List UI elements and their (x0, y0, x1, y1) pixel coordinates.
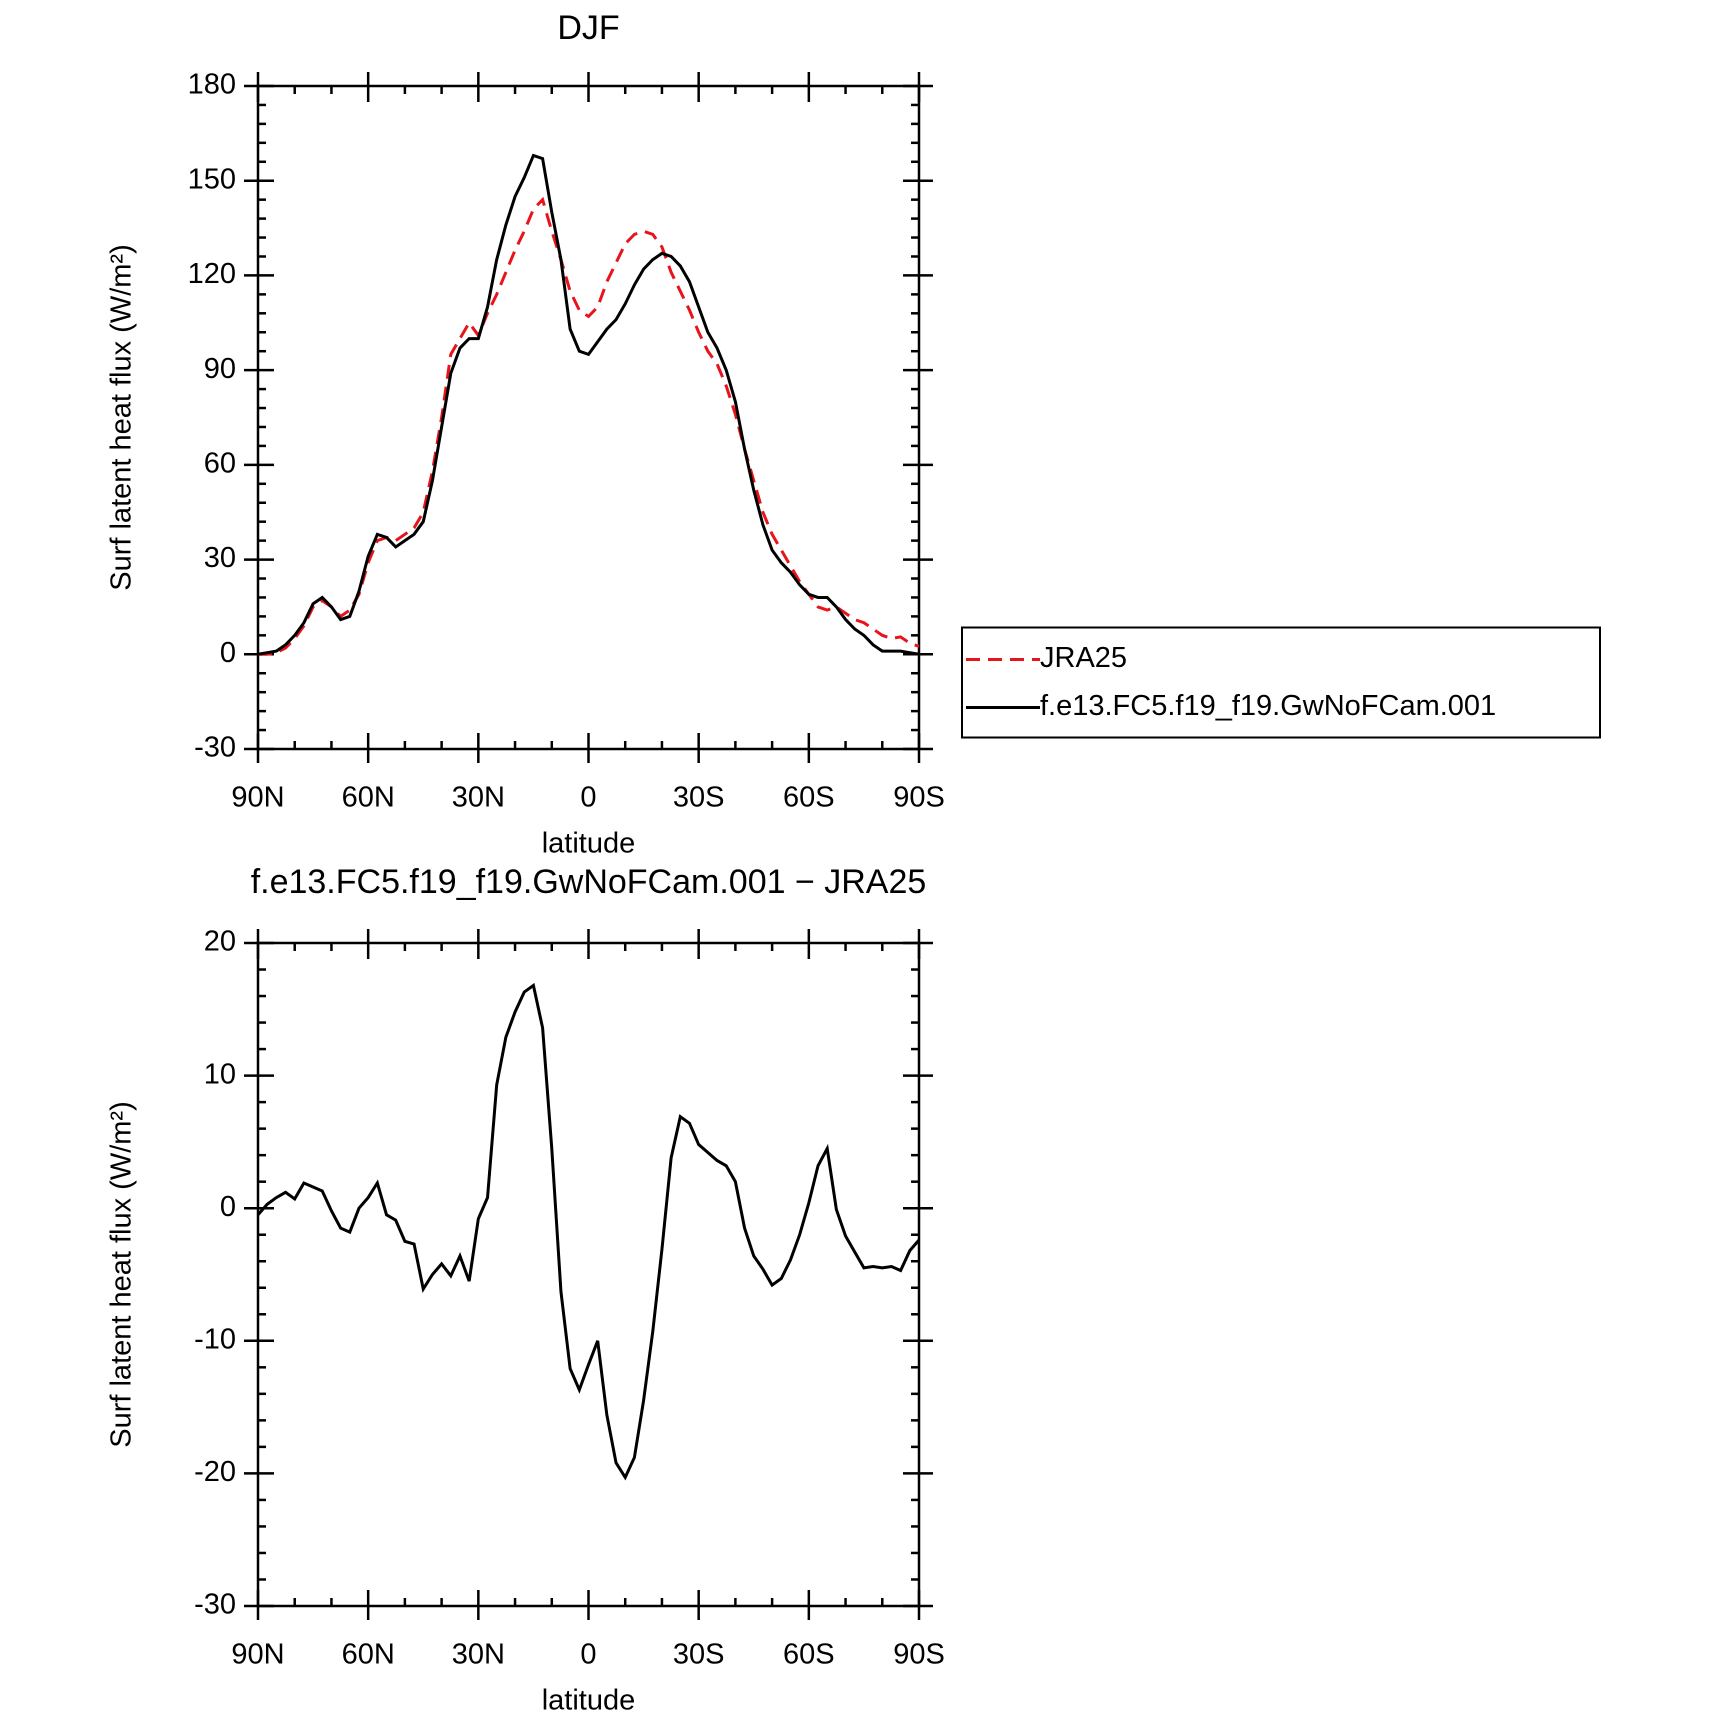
x-tick-label: 30N (452, 782, 505, 814)
y-tick-label: -30 (194, 732, 236, 764)
x-tick-label: 90S (893, 782, 945, 814)
x-tick-label: 0 (580, 782, 596, 814)
y-tick-label: 60 (204, 448, 236, 480)
x-tick-label: 90S (893, 1639, 945, 1671)
y-axis-label: Surf latent heat flux (W/m²) (106, 1101, 138, 1448)
y-axis-label: Surf latent heat flux (W/m²) (106, 244, 138, 591)
panel: DJF -30 0 30 60 90 120 150 180 90N 60N 30N 0 30S 60S 90… (106, 9, 1601, 860)
legend-box (961, 626, 1601, 739)
y-tick-label: 180 (188, 69, 236, 101)
plot-frame (256, 84, 921, 751)
data-line (258, 196, 920, 656)
y-tick-label: -20 (194, 1456, 236, 1488)
x-tick-label: 90N (231, 782, 284, 814)
x-tick-label: 60S (783, 782, 835, 814)
panel: f.e13.FC5.f19_f19.GwNoFCam.001 − JRA25 -3… (106, 863, 945, 1717)
chart-title: f.e13.FC5.f19_f19.GwNoFCam.001 − JRA25 (251, 863, 927, 901)
x-tick-label: 30S (673, 782, 725, 814)
data-line (257, 153, 920, 656)
y-tick-label: 10 (204, 1058, 236, 1090)
y-tick-label: 0 (220, 1191, 236, 1223)
chart-title: DJF (557, 9, 619, 47)
x-tick-label: 90N (231, 1639, 284, 1671)
x-axis-label: latitude (542, 1685, 636, 1717)
y-tick-label: 0 (220, 637, 236, 669)
y-tick-label: 20 (204, 926, 236, 958)
y-tick-label: 90 (204, 353, 236, 385)
x-tick-label: 60N (342, 1639, 395, 1671)
x-tick-label: 30S (673, 1639, 725, 1671)
y-tick-label: 150 (188, 163, 236, 195)
x-axis-label: latitude (542, 828, 636, 860)
legend-label: f.e13.FC5.f19_f19.GwNoFCam.001 (1040, 690, 1496, 722)
x-tick-label: 30N (452, 1639, 505, 1671)
legend-label: JRA25 (1040, 642, 1127, 674)
x-tick-label: 0 (580, 1639, 596, 1671)
y-tick-label: 120 (188, 258, 236, 290)
x-tick-label: 60N (342, 782, 395, 814)
x-tick-label: 60S (783, 1639, 835, 1671)
data-line (256, 982, 921, 1481)
y-tick-label: -10 (194, 1323, 236, 1355)
y-tick-label: -30 (194, 1589, 236, 1621)
y-tick-label: 30 (204, 542, 236, 574)
plot-frame (256, 941, 921, 1608)
